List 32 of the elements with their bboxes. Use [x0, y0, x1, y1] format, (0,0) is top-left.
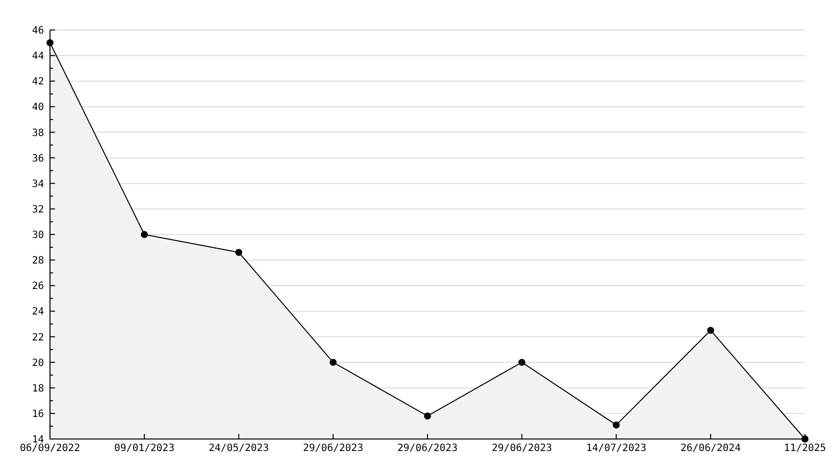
- x-tick-label: 26/06/2024: [680, 443, 741, 454]
- y-tick-label: 36: [32, 153, 44, 164]
- y-tick-label: 24: [32, 306, 44, 318]
- x-tick-label: 06/09/2022: [20, 443, 80, 454]
- y-tick-label: 28: [32, 256, 44, 267]
- x-tick-label: 24/05/2023: [208, 443, 269, 454]
- y-tick-label: 38: [32, 128, 44, 139]
- point: [707, 326, 714, 334]
- x-tick-label: 29/06/2023: [303, 443, 364, 454]
- x-tick-label: 29/06/2023: [397, 443, 458, 454]
- y-tick-label: 40: [32, 102, 44, 114]
- point: [140, 231, 148, 238]
- point: [612, 421, 620, 428]
- point: [235, 248, 242, 256]
- y-tick-label: 30: [32, 230, 44, 241]
- x-tick-label: 09/01/2023: [114, 443, 174, 454]
- y-tick-label: 16: [32, 408, 44, 420]
- y-tick-label: 46: [32, 26, 44, 36]
- x-tick-label: 29/06/2023: [492, 443, 552, 454]
- y-tick-label: 32: [32, 204, 44, 216]
- y-tick-label: 26: [32, 281, 44, 292]
- y-tick-label: 42: [32, 76, 44, 88]
- x-tick-label: 11/2025: [784, 443, 826, 454]
- y-tick-label: 34: [32, 178, 44, 190]
- y-tick-label: 44: [32, 51, 44, 62]
- y-tick-label: 20: [32, 358, 44, 369]
- y-tick-label: 18: [32, 383, 44, 394]
- y-tick-label: 22: [32, 332, 44, 344]
- x-tick-label: 14/07/2023: [586, 443, 646, 454]
- point: [330, 358, 337, 366]
- point: [518, 358, 526, 366]
- point: [424, 412, 431, 420]
